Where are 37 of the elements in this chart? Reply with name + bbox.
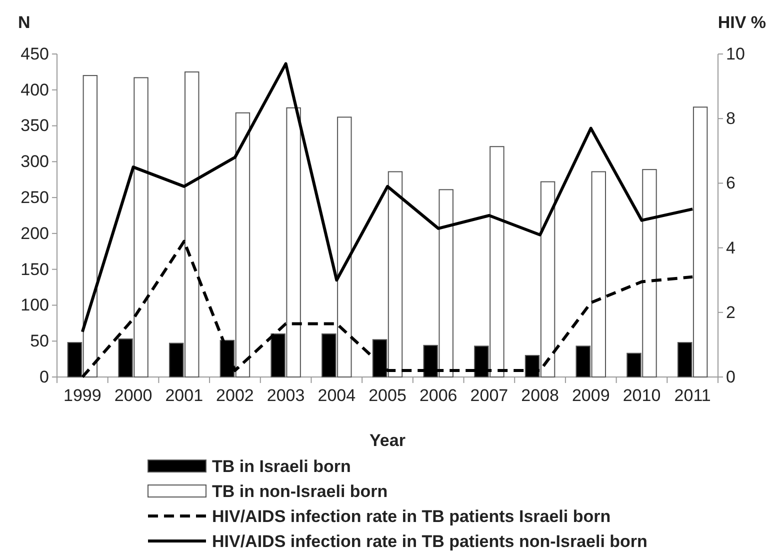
legend-label: TB in non-Israeli born: [212, 482, 388, 501]
x-tick-label: 1999: [64, 386, 102, 406]
x-tick-label: 2011: [674, 386, 711, 406]
y2-tick-label: 6: [726, 174, 736, 193]
y-tick-label: 350: [20, 116, 49, 136]
line-series: [80, 62, 694, 334]
y-tick-label: 150: [20, 260, 49, 279]
x-tick-label: 2004: [318, 386, 356, 406]
x-tick-label: 2005: [368, 386, 406, 406]
y2-axis-title: HIV %: [718, 13, 766, 32]
y-tick-label: 200: [20, 224, 49, 243]
legend-label: HIV/AIDS infection rate in TB patients Israeli born: [212, 507, 611, 526]
y2-tick-label: 10: [726, 44, 745, 64]
y-tick-label: 0: [40, 367, 49, 386]
x-tick-label: 2001: [165, 386, 204, 406]
y-tick-label: 250: [20, 188, 49, 207]
x-tick-label: 2000: [114, 386, 152, 406]
y2-tick-label: 0: [726, 367, 736, 386]
y2-tick-label: 8: [726, 109, 736, 128]
x-tick-label: 2007: [470, 386, 508, 406]
x-tick-label: 2010: [622, 386, 661, 406]
x-axis-title: Year: [370, 431, 406, 450]
y2-tick-label: 4: [726, 238, 736, 258]
y-tick-label: 450: [20, 44, 49, 64]
y-tick-label: 100: [20, 296, 49, 315]
y-tick-label: 300: [20, 152, 49, 172]
x-tick-label: 2009: [572, 386, 610, 406]
legend-label: HIV/AIDS infection rate in TB patients non-Israeli born: [212, 532, 648, 551]
x-tick-label: 2006: [419, 386, 458, 406]
x-tick-label: 2008: [521, 386, 559, 406]
y2-tick-label: 2: [726, 302, 736, 322]
legend-label: TB in Israeli born: [212, 457, 351, 476]
x-tick-label: 2002: [216, 386, 254, 406]
y-axis-title: N: [18, 13, 30, 32]
x-tick-label: 2003: [266, 386, 305, 406]
y-tick-label: 50: [30, 332, 49, 351]
y-tick-label: 400: [20, 80, 49, 100]
